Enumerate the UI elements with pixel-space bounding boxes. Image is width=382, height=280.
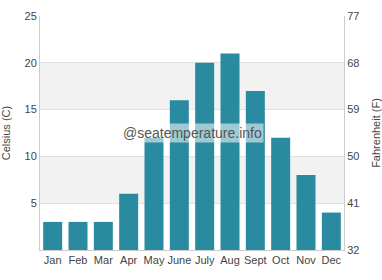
svg-text:Nov: Nov — [296, 254, 316, 266]
svg-text:Celsius (C): Celsius (C) — [0, 106, 12, 160]
svg-text:68: 68 — [347, 57, 359, 69]
svg-text:50: 50 — [347, 150, 359, 162]
svg-text:59: 59 — [347, 103, 359, 115]
svg-text:Oct: Oct — [272, 254, 289, 266]
svg-text:June: June — [167, 254, 191, 266]
svg-text:5: 5 — [31, 197, 37, 209]
svg-text:10: 10 — [25, 150, 37, 162]
svg-text:Jan: Jan — [44, 254, 62, 266]
svg-text:July: July — [195, 254, 215, 266]
svg-text:Feb: Feb — [69, 254, 88, 266]
svg-text:May: May — [144, 254, 165, 266]
svg-text:Mar: Mar — [94, 254, 113, 266]
svg-text:77: 77 — [347, 10, 359, 22]
svg-text:Aug: Aug — [220, 254, 240, 266]
svg-text:Sept: Sept — [244, 254, 267, 266]
svg-text:25: 25 — [25, 10, 37, 22]
svg-text:41: 41 — [347, 197, 359, 209]
svg-text:15: 15 — [25, 103, 37, 115]
svg-text:Fahrenheit (F): Fahrenheit (F) — [370, 98, 382, 168]
svg-text:Dec: Dec — [322, 254, 342, 266]
svg-text:@seatemperature.info: @seatemperature.info — [123, 125, 262, 141]
svg-text:Apr: Apr — [120, 254, 137, 266]
svg-text:32: 32 — [347, 244, 359, 256]
svg-text:20: 20 — [25, 57, 37, 69]
